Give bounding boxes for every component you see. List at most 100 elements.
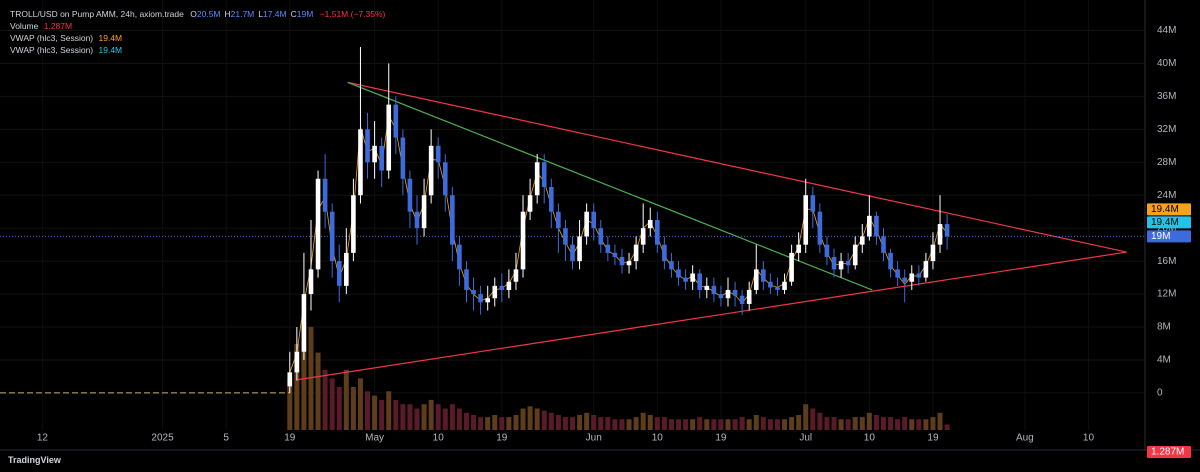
y-tick-label: 12M [1157, 289, 1176, 300]
x-tick-label: 19 [927, 433, 939, 444]
candle-body [859, 236, 865, 245]
volume-bar [562, 417, 568, 430]
volume-bar [308, 326, 314, 430]
x-tick-label: May [365, 433, 384, 444]
volume-bar [414, 408, 420, 430]
volume-bar [647, 414, 653, 430]
candle-body [329, 211, 335, 262]
volume-bar [782, 419, 788, 430]
candle-body [563, 228, 568, 245]
vwap-value: 19.4M [98, 45, 123, 55]
volume-bar [725, 419, 731, 430]
candle-body [570, 244, 575, 262]
candle-body [492, 285, 498, 299]
volume-bar [478, 417, 484, 430]
candle-body [739, 295, 745, 304]
ohlc-value: 17.4M [262, 9, 287, 19]
x-tick-label: 2025 [151, 433, 174, 444]
candle-body [732, 289, 738, 296]
candle-body [358, 129, 363, 196]
candle-body [683, 277, 688, 282]
candle-body [301, 294, 307, 352]
volume-bar [393, 399, 399, 430]
volume-bar [774, 419, 780, 430]
symbol-title: TROLL/USD on Pump AMM, 24h, axiom.trade [10, 9, 184, 19]
volume-bar [661, 417, 667, 430]
candle-body [852, 244, 858, 266]
candle-body [287, 372, 293, 387]
candle-body [662, 244, 667, 262]
candle-body [647, 219, 653, 229]
candle-body [626, 261, 632, 266]
candle-body [867, 215, 872, 237]
volume-bar [718, 419, 724, 430]
candle-body [520, 211, 526, 270]
ohlc-key: O [190, 9, 197, 19]
volume-name: Volume [10, 21, 39, 31]
volume-bar [930, 417, 936, 430]
volume-bar [916, 419, 922, 430]
candle-body [640, 228, 646, 245]
volume-bar [365, 391, 371, 430]
candle-body [810, 195, 816, 212]
candle-body [605, 244, 611, 253]
volume-bar [541, 410, 547, 430]
volume-bar [880, 417, 886, 430]
volume-bar [902, 417, 908, 430]
volume-bar [633, 417, 639, 430]
x-tick-label: 19 [715, 433, 727, 444]
candle-body [796, 244, 801, 253]
volume-bar [428, 399, 434, 430]
trend-line [347, 81, 873, 291]
candle-body [888, 252, 893, 270]
volume-bar [683, 419, 689, 430]
candle-body [817, 211, 823, 245]
candle-body [944, 224, 950, 237]
volume-bar [810, 408, 816, 430]
candle-body [838, 261, 844, 270]
volume-bar [400, 404, 406, 430]
volume-bar [760, 417, 766, 430]
volume-bar [612, 419, 618, 430]
legend-row: TROLL/USD on Pump AMM, 24h, axiom.trade … [10, 8, 385, 20]
candle-body [598, 228, 604, 245]
candle-body [775, 287, 780, 290]
candle-body [534, 162, 540, 196]
ohlc-value: 19M [296, 9, 314, 19]
line-layer [0, 81, 1145, 394]
candle-body [768, 281, 773, 288]
volume-bar [534, 408, 540, 430]
candle-body [803, 195, 809, 245]
volume-bar [859, 417, 865, 430]
candle-body [916, 273, 922, 278]
candle-body [351, 195, 356, 253]
candle-body [909, 273, 915, 282]
candle-body [471, 289, 476, 295]
axis-layer: 04M8M12M16M20M24M28M32M36M40M44M12202551… [37, 25, 1191, 458]
volume-bar [640, 412, 646, 430]
candle-body [400, 137, 406, 179]
volume-bar [548, 412, 554, 430]
volume-bar [379, 399, 385, 430]
volume-bar [909, 419, 915, 430]
volume-bar [442, 408, 448, 430]
change-label: −1.51M (−7.35%) [319, 9, 386, 19]
candle-body [612, 252, 618, 258]
y-tick-label: 0 [1157, 388, 1163, 399]
y-tick-label: 40M [1157, 58, 1176, 69]
volume-bar [746, 419, 752, 430]
ohlc-key: C [290, 9, 297, 19]
candle-body [831, 257, 837, 270]
candle-body [485, 298, 490, 303]
candle-body [457, 244, 462, 270]
volume-bar [676, 419, 682, 430]
vwap-value: 19.4M [98, 33, 123, 43]
volume-bar [803, 404, 809, 430]
volume-price-label-bg [1147, 446, 1191, 458]
volume-bar [789, 417, 795, 430]
volume-bar [598, 417, 604, 430]
volume-bar [287, 378, 293, 430]
candle-body [789, 252, 794, 282]
candle-body [902, 277, 907, 282]
